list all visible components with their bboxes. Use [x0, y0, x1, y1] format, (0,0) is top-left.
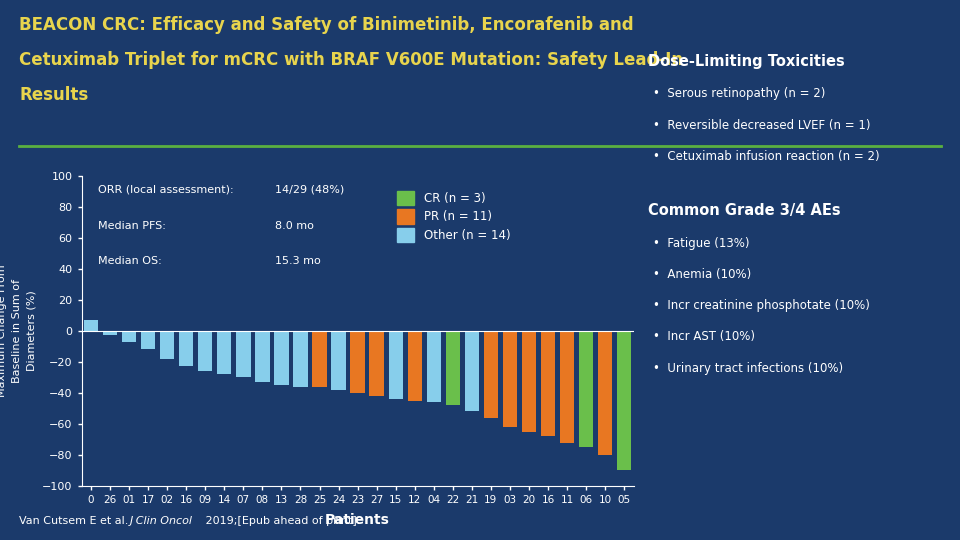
X-axis label: Patients: Patients — [325, 514, 390, 528]
Bar — [465, 330, 479, 411]
Text: •  Fatigue (13%): • Fatigue (13%) — [653, 237, 750, 249]
Legend: CR (n = 3), PR (n = 11), Other (n = 14): CR (n = 3), PR (n = 11), Other (n = 14) — [396, 191, 511, 242]
Bar — [198, 330, 212, 371]
Text: Common Grade 3/4 AEs: Common Grade 3/4 AEs — [648, 203, 841, 218]
Bar — [180, 330, 193, 367]
Bar — [445, 330, 460, 405]
Text: •  Incr AST (10%): • Incr AST (10%) — [653, 330, 755, 343]
Text: •  Reversible decreased LVEF (n = 1): • Reversible decreased LVEF (n = 1) — [653, 119, 871, 132]
Bar — [103, 330, 117, 335]
Bar — [560, 330, 574, 443]
Text: Median PFS:: Median PFS: — [98, 220, 166, 231]
Text: 8.0 mo: 8.0 mo — [275, 220, 314, 231]
Bar — [408, 330, 421, 401]
Bar — [236, 330, 251, 377]
Text: 14/29 (48%): 14/29 (48%) — [275, 185, 344, 195]
Bar — [370, 330, 384, 396]
Bar — [331, 330, 346, 390]
Bar — [617, 330, 632, 470]
Bar — [312, 330, 326, 387]
Text: •  Anemia (10%): • Anemia (10%) — [653, 268, 751, 281]
Text: BEACON CRC: Efficacy and Safety of Binimetinib, Encorafenib and: BEACON CRC: Efficacy and Safety of Binim… — [19, 16, 634, 34]
Bar — [275, 330, 289, 385]
Text: Van Cutsem E et al.: Van Cutsem E et al. — [19, 516, 132, 526]
Text: ORR (local assessment):: ORR (local assessment): — [98, 185, 234, 195]
Bar — [579, 330, 593, 447]
Text: •  Serous retinopathy (n = 2): • Serous retinopathy (n = 2) — [653, 87, 826, 100]
Text: •  Cetuximab infusion reaction (n = 2): • Cetuximab infusion reaction (n = 2) — [653, 150, 879, 163]
Bar — [160, 330, 175, 359]
Text: Median OS:: Median OS: — [98, 256, 162, 266]
Bar — [122, 330, 136, 342]
Text: •  Urinary tract infections (10%): • Urinary tract infections (10%) — [653, 362, 843, 375]
Bar — [598, 330, 612, 455]
Bar — [294, 330, 307, 387]
Bar — [522, 330, 536, 431]
Text: J Clin Oncol: J Clin Oncol — [130, 516, 193, 526]
Bar — [255, 330, 270, 382]
Y-axis label: Maximum Change From
Baseline in Sum of
Diameters (%): Maximum Change From Baseline in Sum of D… — [0, 265, 36, 397]
Bar — [350, 330, 365, 393]
Bar — [217, 330, 231, 374]
Bar — [141, 330, 156, 349]
Bar — [540, 330, 555, 436]
Text: •  Incr creatinine phosphotate (10%): • Incr creatinine phosphotate (10%) — [653, 299, 870, 312]
Text: 2019;[Epub ahead of print].: 2019;[Epub ahead of print]. — [202, 516, 360, 526]
Text: Cetuximab Triplet for mCRC with BRAF V600E Mutation: Safety Lead-In: Cetuximab Triplet for mCRC with BRAF V60… — [19, 51, 684, 69]
Bar — [503, 330, 517, 427]
Text: Results: Results — [19, 86, 88, 104]
Text: 15.3 mo: 15.3 mo — [275, 256, 321, 266]
Bar — [84, 320, 98, 330]
Text: Dose-Limiting Toxicities: Dose-Limiting Toxicities — [648, 54, 845, 69]
Bar — [484, 330, 498, 418]
Bar — [389, 330, 403, 399]
Bar — [426, 330, 441, 402]
